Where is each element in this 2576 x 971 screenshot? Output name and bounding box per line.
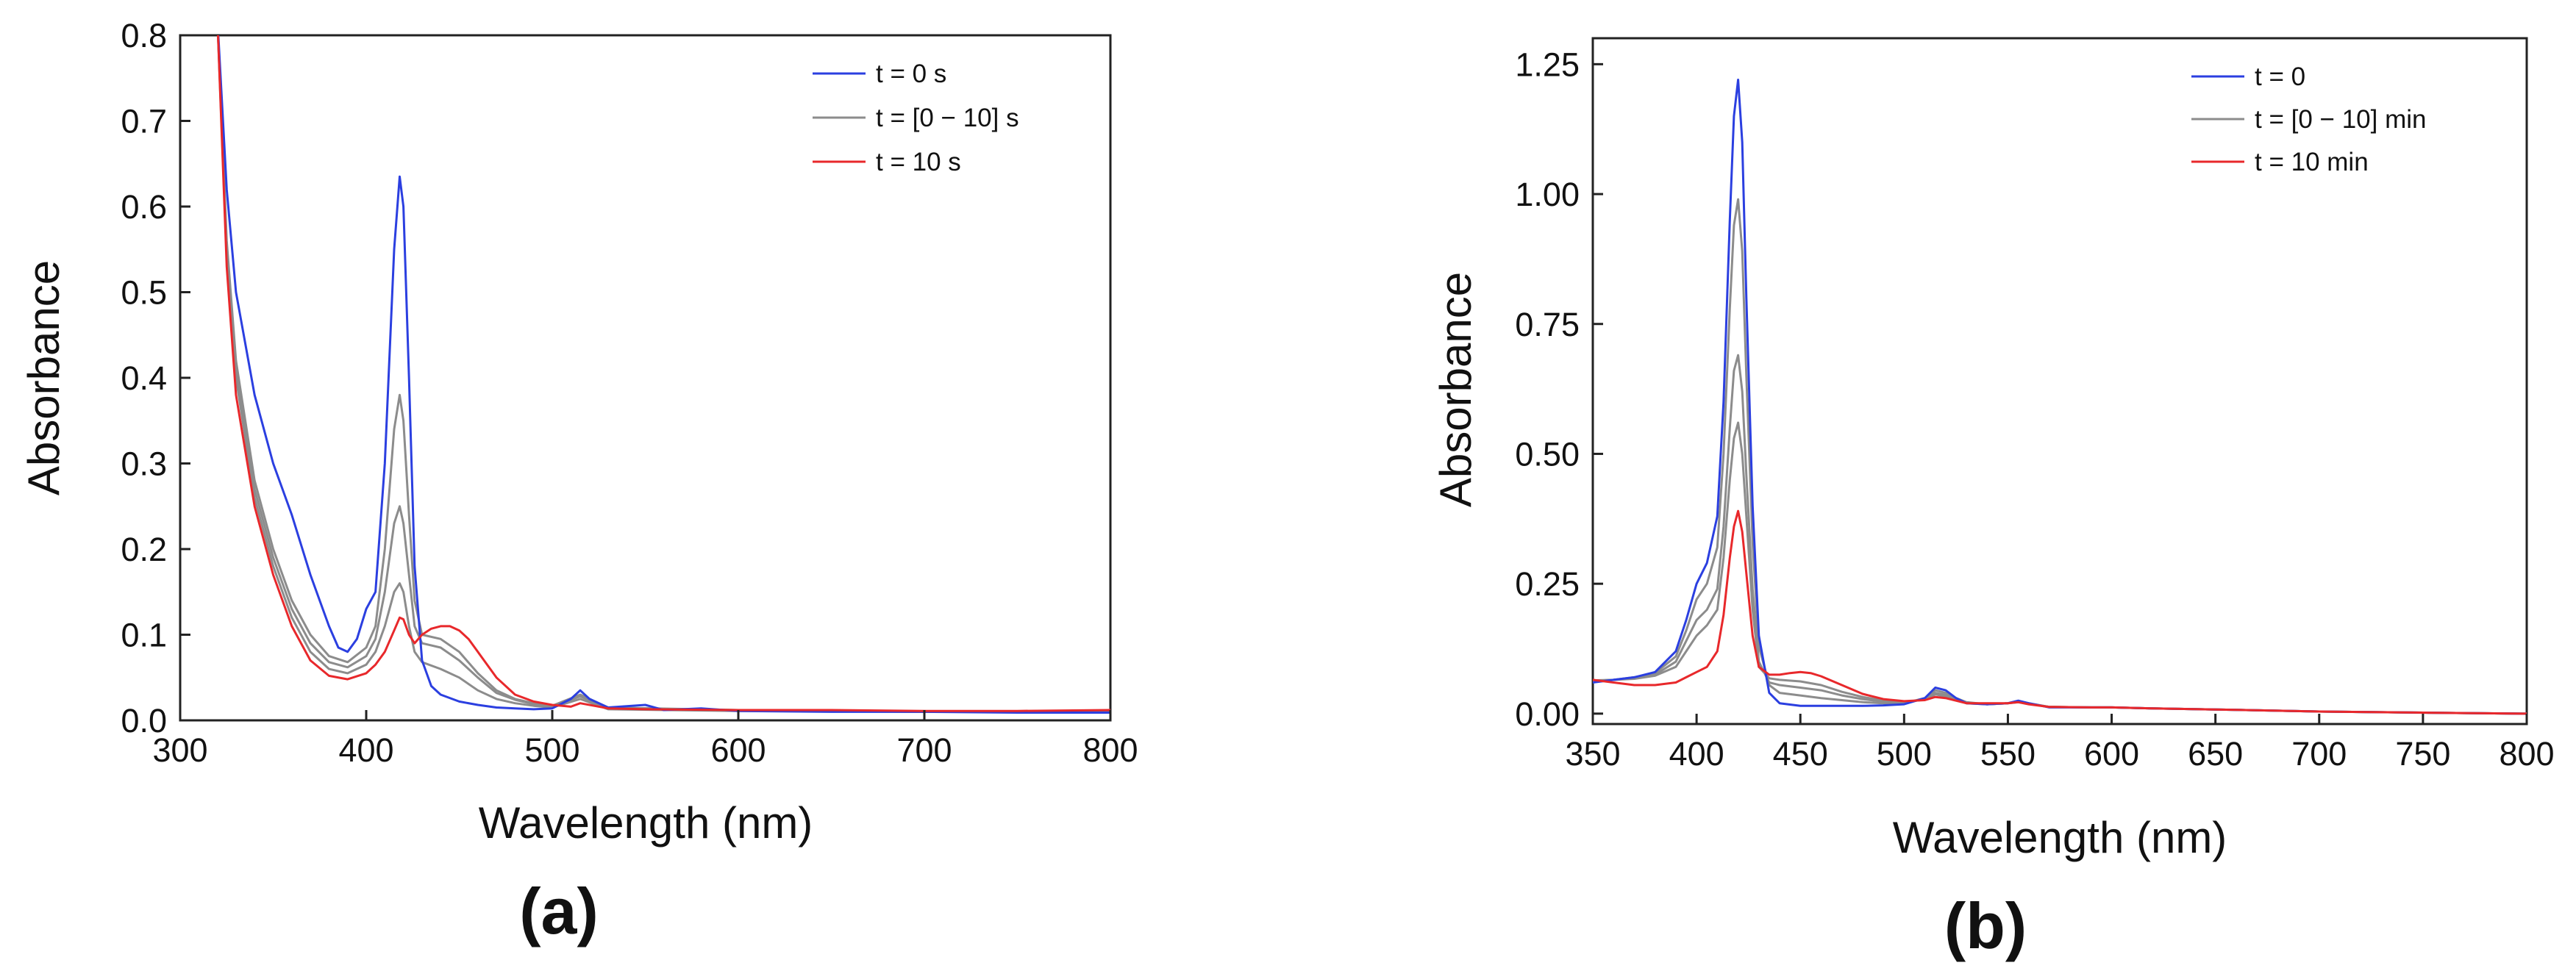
y-axis-title: Absorbance [1431, 272, 1480, 507]
x-axis-ticks: 350 400 450 500 550 600 650 700 750 800 [1565, 714, 2555, 773]
y-tick-label: 0.25 [1515, 565, 1580, 603]
x-axis-title: Wavelength (nm) [1893, 813, 2227, 862]
y-axis-title: Absorbance [19, 260, 68, 495]
y-tick-label: 0.1 [121, 617, 167, 654]
legend-label-t0: t = 0 [2255, 62, 2305, 91]
legend: t = 0 t = [0 − 10] min t = 10 min [2191, 62, 2426, 176]
y-axis-ticks: 0.0 0.1 0.2 0.3 0.4 0.5 0.6 0.7 0.8 [121, 17, 190, 739]
legend-label-t10: t = 10 s [876, 148, 961, 176]
x-tick-label: 400 [338, 731, 393, 769]
series-line [1593, 421, 2527, 715]
y-tick-label: 0.6 [121, 188, 167, 226]
legend-label-intermediate: t = [0 − 10] s [876, 104, 1019, 132]
plot-area-frame [179, 34, 1112, 722]
y-tick-label: 0.5 [121, 274, 167, 312]
panel-label-b: (b) [1944, 889, 2027, 962]
x-tick-label: 700 [896, 731, 952, 769]
plot-area-frame [1591, 37, 2528, 725]
y-tick-label: 0.00 [1515, 695, 1580, 733]
series-group [216, 35, 1110, 714]
y-tick-label: 0.75 [1515, 306, 1580, 343]
y-tick-label: 0.2 [121, 531, 167, 568]
x-axis-ticks: 300 400 500 600 700 800 [152, 710, 1138, 769]
y-tick-label: 1.25 [1515, 46, 1580, 83]
x-tick-label: 800 [2499, 735, 2554, 773]
series-line [1593, 509, 2527, 715]
y-tick-label: 1.00 [1515, 176, 1580, 213]
panel-label-a: (a) [519, 875, 599, 947]
x-tick-label: 750 [2395, 735, 2450, 773]
x-tick-label: 350 [1565, 735, 1620, 773]
x-axis-title: Wavelength (nm) [479, 798, 813, 848]
series-group [1593, 79, 2527, 715]
series-line [216, 35, 1110, 712]
x-tick-label: 600 [710, 731, 766, 769]
x-tick-label: 600 [2084, 735, 2139, 773]
legend-label-t10: t = 10 min [2255, 148, 2369, 176]
legend-label-intermediate: t = [0 − 10] min [2255, 105, 2426, 134]
legend: t = 0 s t = [0 − 10] s t = 10 s [813, 60, 1019, 176]
x-tick-label: 650 [2188, 735, 2243, 773]
series-line [217, 35, 1110, 714]
chart-panel-b: 350 400 450 500 550 600 650 700 750 800 0.000.250… [1431, 37, 2555, 962]
legend-label-t0: t = 0 s [876, 60, 946, 88]
y-axis-ticks: 0.00 0.25 0.50 0.75 1.00 1.25 [1515, 46, 1603, 733]
x-tick-label: 500 [1877, 735, 1932, 773]
y-tick-label: 0.3 [121, 445, 167, 483]
x-tick-label: 550 [1980, 735, 2036, 773]
x-tick-label: 700 [2291, 735, 2347, 773]
y-tick-label: 0.8 [121, 17, 167, 54]
y-tick-label: 0.0 [121, 702, 167, 739]
y-tick-label: 0.50 [1515, 435, 1580, 473]
x-tick-label: 450 [1773, 735, 1828, 773]
x-tick-label: 500 [524, 731, 579, 769]
x-tick-label: 800 [1082, 731, 1138, 769]
x-tick-label: 400 [1669, 735, 1724, 773]
y-tick-label: 0.4 [121, 359, 167, 397]
y-tick-label: 0.7 [121, 103, 167, 140]
x-tick-label: 300 [152, 731, 207, 769]
chart-panel-a: 300 400 500 600 700 800 0.0 0.1 0.2 0.3 0.4 0.5 0.6… [19, 17, 1138, 947]
